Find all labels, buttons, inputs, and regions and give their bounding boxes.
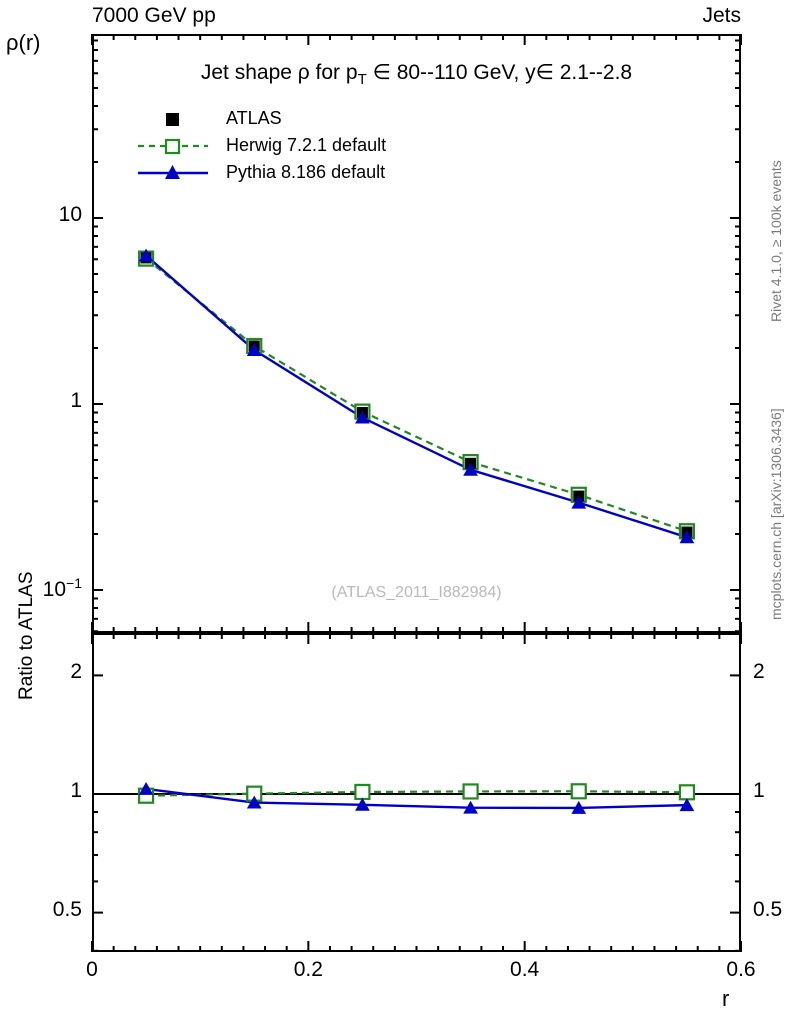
- analysis-id-watermark: (ATLAS_2011_I882984): [331, 584, 502, 601]
- legend-marker-open-square: [130, 132, 216, 159]
- y-tick-label-2: 10−1: [42, 575, 82, 601]
- ratio-y-tick-label-0: 2: [70, 660, 82, 684]
- header-category-label: Jets: [702, 4, 741, 27]
- ratio-y-tick-label-1: 1: [70, 779, 82, 802]
- rivet-version-note: Rivet 4.1.0, ≥ 100k events: [768, 160, 784, 322]
- y-axis-label: ρ(r): [6, 30, 41, 55]
- plot-title-subscript: T: [357, 71, 367, 89]
- y-tick-label-0: 10: [58, 203, 82, 226]
- ratio-y-tick-label-right-0: 2: [753, 660, 765, 684]
- ratio-y-tick-label-2: 0.5: [52, 897, 82, 921]
- ratio-plot-frame: [92, 633, 741, 952]
- header-beam-label: 7000 GeV pp: [92, 4, 216, 27]
- legend-label-atlas: ATLAS: [226, 108, 282, 128]
- x-tick-label-0: 0: [86, 958, 98, 981]
- plot-title-post: ∈ 80--110 GeV, y∈ 2.1--2.8: [366, 61, 633, 84]
- legend-marker-filled-triangle: [130, 159, 216, 186]
- legend-label-pythia: Pythia 8.186 default: [226, 162, 386, 182]
- x-tick-label-3: 0.6: [726, 958, 756, 981]
- plot-title: Jet shape ρ for pT ∈ 80--110 GeV, y∈ 2.1…: [92, 60, 741, 88]
- ratio-y-tick-label-right-2: 0.5: [753, 897, 783, 921]
- y-tick-label-1: 1: [70, 389, 82, 412]
- x-tick-label-2: 0.4: [510, 958, 540, 981]
- x-tick-label-1: 0.2: [293, 958, 323, 981]
- x-axis-label: r: [722, 986, 730, 1011]
- legend-marker-filled-square: [130, 105, 216, 132]
- legend-label-herwig: Herwig 7.2.1 default: [226, 135, 387, 155]
- ratio-y-tick-label-right-1: 1: [753, 779, 765, 802]
- mcplots-source-note: mcplots.cern.ch [arXiv:1306.3436]: [768, 408, 784, 620]
- plot-title-pre: Jet shape ρ for p: [200, 61, 358, 84]
